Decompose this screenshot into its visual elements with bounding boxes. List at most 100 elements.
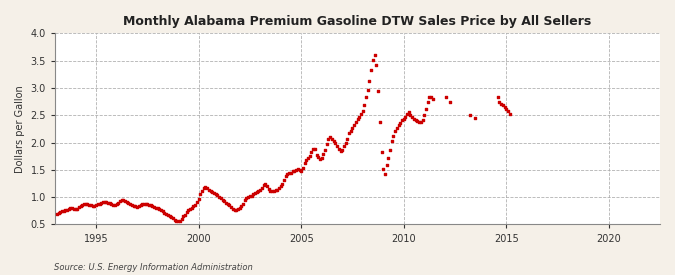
Point (299, 161, 310, 166)
Point (383, 156, 394, 160)
Point (161, 212, 171, 216)
Point (95, 202, 105, 206)
Point (209, 191, 219, 195)
Point (398, 116, 409, 121)
Point (144, 203, 155, 207)
Point (318, 152, 329, 156)
Point (132, 205, 142, 209)
Point (497, 103, 508, 108)
Point (362, 87, 373, 92)
Point (263, 187, 274, 191)
Point (72, 207, 82, 211)
Point (310, 147, 321, 151)
Point (147, 204, 158, 209)
Point (418, 112, 429, 117)
Point (423, 100, 433, 104)
Point (176, 217, 187, 221)
Point (90, 203, 101, 208)
Point (421, 106, 431, 111)
Point (306, 150, 317, 155)
Point (359, 103, 370, 108)
Point (87, 204, 98, 208)
Point (105, 201, 115, 205)
Point (101, 200, 112, 204)
Point (127, 203, 138, 208)
Point (113, 200, 124, 205)
Point (405, 113, 416, 117)
Point (97, 200, 108, 204)
Point (289, 169, 300, 173)
Point (221, 200, 232, 205)
Point (301, 158, 312, 162)
Point (465, 113, 476, 117)
Point (251, 190, 262, 194)
Point (118, 198, 129, 202)
Point (154, 207, 165, 211)
Point (267, 189, 277, 193)
Point (502, 109, 513, 114)
Y-axis label: Dollars per Gallon: Dollars per Gallon (15, 85, 25, 173)
Point (269, 188, 279, 193)
Point (167, 216, 178, 221)
Point (296, 169, 306, 173)
Point (76, 204, 86, 208)
Point (344, 131, 354, 136)
Point (246, 193, 257, 198)
Point (256, 186, 267, 190)
Point (349, 123, 360, 127)
Point (70, 207, 81, 211)
Point (202, 186, 213, 190)
Point (327, 136, 338, 141)
Point (414, 120, 425, 125)
Point (389, 128, 400, 133)
Point (86, 203, 97, 208)
Point (253, 188, 264, 193)
Point (174, 218, 185, 223)
Point (184, 207, 195, 211)
Point (375, 120, 385, 124)
Point (236, 204, 246, 209)
Point (500, 105, 510, 109)
Point (337, 147, 348, 152)
Point (404, 110, 414, 114)
Point (504, 112, 515, 116)
Point (183, 208, 194, 213)
Point (444, 99, 455, 104)
Point (51, 212, 62, 216)
Point (333, 146, 344, 151)
Point (408, 117, 419, 121)
Point (145, 203, 156, 208)
Point (195, 192, 206, 197)
Point (214, 194, 225, 199)
Point (340, 141, 351, 145)
Point (386, 139, 397, 144)
Point (96, 200, 107, 205)
Point (57, 209, 68, 214)
Point (350, 120, 361, 125)
Point (241, 196, 252, 200)
Point (425, 95, 436, 100)
Point (200, 185, 211, 189)
Point (192, 200, 202, 204)
Point (407, 115, 418, 119)
Point (356, 111, 367, 116)
Point (492, 95, 503, 100)
Point (229, 208, 240, 212)
Point (388, 134, 399, 138)
Point (128, 204, 139, 208)
Point (342, 136, 353, 141)
Point (190, 203, 200, 207)
Point (347, 126, 358, 130)
Point (182, 210, 192, 215)
Point (470, 116, 481, 120)
Point (397, 117, 408, 122)
Point (108, 203, 119, 207)
Point (109, 203, 120, 208)
Point (138, 202, 149, 207)
Point (317, 156, 327, 160)
Point (203, 187, 214, 192)
Point (354, 115, 364, 119)
Point (219, 199, 230, 203)
Point (248, 192, 259, 197)
Point (331, 144, 342, 148)
